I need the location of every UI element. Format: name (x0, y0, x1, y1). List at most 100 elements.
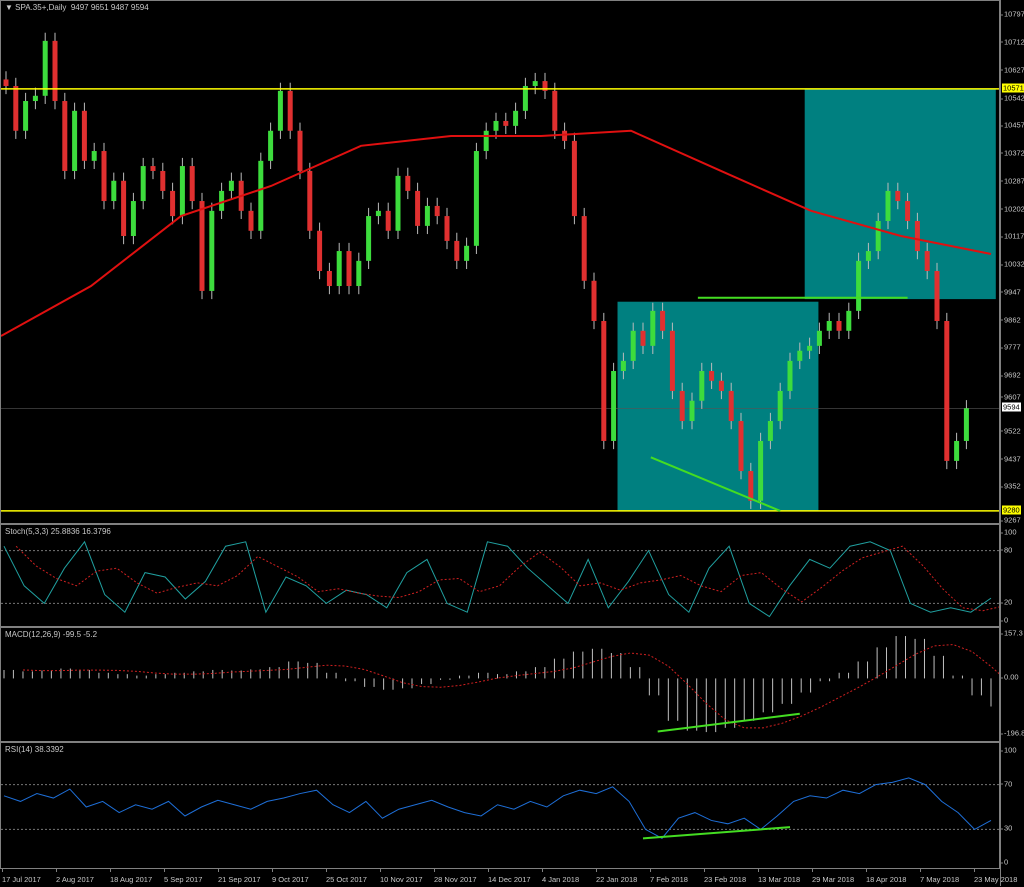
price-tick-label: 10627 (1000, 65, 1024, 75)
candle-body (856, 260, 862, 311)
rsi-title: RSI(14) 38.3392 (5, 745, 64, 754)
price-tick-label: 9777 (1000, 342, 1021, 352)
macd-signal-line (22, 644, 999, 729)
date-tick-label: 10 Nov 2017 (380, 869, 423, 884)
candle-body (454, 240, 460, 261)
candle-body (669, 330, 675, 391)
candle-body (415, 190, 421, 226)
date-tick-label: 13 Mar 2018 (758, 869, 801, 884)
stoch-title: Stoch(5,3,3) 25.8836 16.3796 (5, 527, 111, 536)
rsi-panel[interactable]: RSI(14) 38.3392 (0, 742, 1000, 869)
symbol-label: SPA.35+,Daily (15, 3, 67, 12)
level-price-tag: 9280 (1002, 505, 1021, 515)
candle-body (23, 101, 29, 131)
date-tick-label: 14 Dec 2017 (488, 869, 531, 884)
price-tick-label: 9267 (1000, 515, 1021, 525)
macd-trendline (657, 712, 800, 733)
price-panel[interactable]: ▼ SPA.35+,Daily 9497 9651 9487 9594 (0, 0, 1000, 524)
price-tick-label: 9522 (1000, 426, 1021, 436)
candle-body (228, 180, 234, 191)
candle-body (170, 190, 176, 217)
candle-body (640, 330, 646, 346)
price-tick-label: 9352 (1000, 481, 1021, 491)
candle-body (503, 120, 509, 126)
candle-body (277, 90, 283, 131)
candle-body (552, 90, 558, 131)
candle-body (601, 320, 607, 441)
candle-body (72, 110, 78, 171)
candle-body (689, 400, 695, 422)
price-tick-label: 10797 (1000, 9, 1024, 19)
rsi-tick-label: 100 (1000, 745, 1017, 755)
candle-body (728, 390, 734, 422)
stoch-tick-label: 100 (1000, 527, 1017, 537)
price-tick-label: 10202 (1000, 204, 1024, 214)
candle-body (885, 190, 891, 221)
candle-body (81, 110, 87, 161)
date-tick-label: 28 Nov 2017 (434, 869, 477, 884)
rsi-trendline (642, 826, 791, 840)
candle-body (591, 280, 597, 321)
candle-body (660, 310, 666, 331)
candle-body (875, 220, 881, 252)
date-tick-label: 7 May 2018 (920, 869, 960, 884)
candle-body (219, 190, 225, 211)
date-tick-label: 18 Aug 2017 (110, 869, 153, 884)
candle-body (111, 180, 117, 202)
current-price-tag: 9594 (1002, 402, 1021, 412)
price-tick-label: 9692 (1000, 370, 1021, 380)
candle-body (209, 210, 215, 291)
candle-body (3, 79, 9, 86)
candle-body (130, 201, 136, 237)
stoch-tick-label: 80 (999, 545, 1013, 555)
candle-body (405, 175, 411, 191)
price-axis[interactable]: 10797 10712 10627 10542 10457 10372 10287 10202… (999, 0, 1024, 886)
candle-body (895, 190, 901, 202)
candle-body (836, 320, 842, 331)
candle-body (493, 120, 499, 131)
macd-panel[interactable]: MACD(12,26,9) -99.5 -5.2 (0, 627, 1000, 742)
candle-body (444, 216, 450, 241)
time-axis[interactable]: 17 Jul 2017 2 Aug 2017 18 Aug 2017 5 Sep 20… (0, 868, 1017, 887)
candle-body (846, 310, 852, 331)
candle-body (434, 205, 440, 217)
ohlc-readout: 9497 9651 9487 9594 (70, 3, 149, 12)
macd-tick-label: -196.8 (999, 728, 1024, 738)
collapse-triangle-icon[interactable]: ▼ (5, 3, 13, 12)
candle-body (307, 170, 313, 231)
candle-body (748, 471, 754, 501)
macd-title: MACD(12,26,9) -99.5 -5.2 (5, 630, 98, 639)
candle-body (905, 201, 911, 221)
date-tick-label: 23 Feb 2018 (704, 869, 747, 884)
candle-body (189, 166, 195, 202)
candle-body (385, 210, 391, 231)
stoch-tick-label: 0 (999, 615, 1009, 625)
date-tick-label: 22 Jan 2018 (596, 869, 638, 884)
price-tick-label: 9862 (1000, 315, 1021, 325)
candle-body (160, 170, 166, 191)
candle-body (62, 101, 68, 171)
price-tick-label: 10372 (1000, 148, 1024, 158)
candle-body (13, 85, 19, 131)
candle-body (287, 90, 293, 131)
candle-body (826, 320, 832, 331)
candle-body (650, 310, 656, 346)
candle-body (699, 371, 705, 401)
price-chart[interactable] (1, 1, 999, 523)
candle-body (248, 210, 254, 231)
candle-body (356, 260, 362, 287)
candle-body (199, 201, 205, 291)
candle-body (738, 421, 744, 472)
level-price-tag: 10571 (1002, 83, 1024, 93)
date-tick-label: 4 Jan 2018 (542, 869, 580, 884)
candle-body (32, 95, 38, 102)
date-tick-label: 25 Oct 2017 (326, 869, 367, 884)
candle-body (797, 350, 803, 361)
date-tick-label: 18 Apr 2018 (866, 869, 907, 884)
candle-body (914, 220, 920, 252)
price-tick-label: 10542 (1000, 93, 1024, 103)
stoch-panel[interactable]: Stoch(5,3,3) 25.8836 16.3796 (0, 524, 1000, 627)
candle-body (807, 345, 813, 351)
price-tick-label: 9437 (1000, 454, 1021, 464)
macd-chart (3, 636, 999, 733)
